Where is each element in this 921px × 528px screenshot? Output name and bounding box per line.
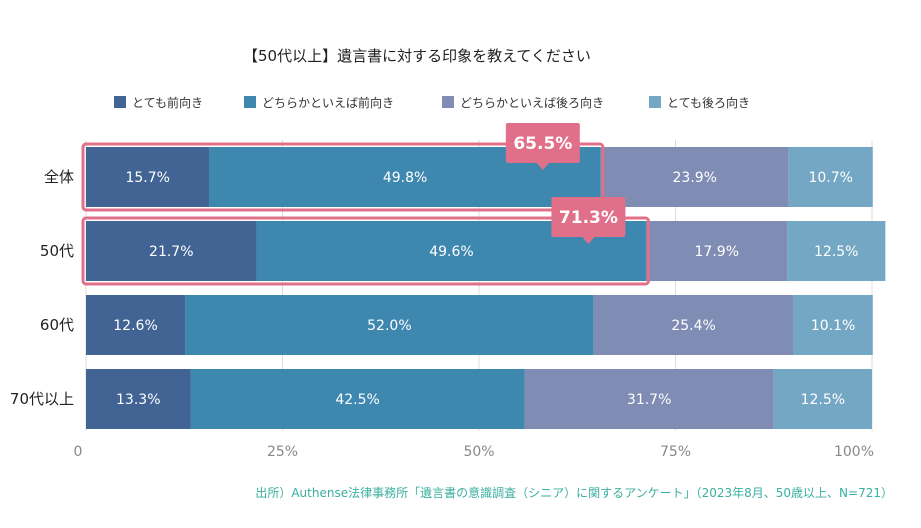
category-label: 60代 — [40, 316, 74, 334]
data-label: 12.5% — [801, 392, 845, 408]
callout-box — [505, 123, 580, 163]
category-label: 70代以上 — [10, 390, 74, 408]
legend-swatch — [649, 96, 661, 108]
data-label: 15.7% — [125, 170, 169, 186]
bar-segment — [86, 221, 257, 281]
data-label: 49.6% — [429, 244, 473, 260]
callout-box — [551, 197, 626, 237]
x-tick-label: 25% — [267, 444, 298, 460]
callout-pointer — [582, 237, 595, 244]
source-note: 出所）Authense法律事務所「遺言書の意識調査（シニア）に関するアンケート」… — [255, 486, 893, 500]
legend-swatch — [442, 96, 454, 108]
category-label: 全体 — [44, 168, 74, 186]
bar-segment — [86, 369, 191, 429]
x-tick-label: 50% — [463, 444, 494, 460]
legend-label: とても後ろ向き — [667, 95, 750, 110]
x-tick-label: 0 — [74, 444, 83, 460]
data-label: 10.1% — [811, 318, 855, 334]
data-label: 12.5% — [814, 244, 858, 260]
x-tick-label: 75% — [660, 444, 691, 460]
data-label: 52.0% — [367, 318, 411, 334]
bar-segment — [185, 295, 594, 355]
data-label: 23.9% — [673, 170, 717, 186]
legend-label: どちらかといえば後ろ向き — [460, 95, 604, 110]
data-label: 13.3% — [116, 392, 160, 408]
bar-segment — [600, 147, 789, 207]
legend-label: とても前向き — [132, 95, 203, 110]
data-label: 49.8% — [383, 170, 427, 186]
highlight-outline — [81, 142, 605, 212]
chart-title: 【50代以上】遺言書に対する印象を教えてください — [243, 47, 591, 65]
data-label: 31.7% — [627, 392, 671, 408]
bar-segment — [793, 295, 873, 355]
legend-swatch — [244, 96, 256, 108]
highlight-outline — [81, 216, 650, 286]
bars: 15.7% 49.8% 23.9% 10.7% 21.7% 49.6% 17.9% 12.5%… — [86, 147, 886, 429]
callout-label: 71.3% — [559, 208, 618, 228]
category-label: 50代 — [40, 242, 74, 260]
bar-segment — [86, 295, 186, 355]
bar-segment — [190, 369, 525, 429]
data-label: 17.9% — [695, 244, 739, 260]
bar-segment — [524, 369, 774, 429]
data-label: 12.6% — [113, 318, 157, 334]
bar-segment — [787, 221, 886, 281]
data-label: 21.7% — [149, 244, 193, 260]
category-labels: 全体 50代 60代 70代以上 — [10, 168, 74, 408]
bar-segment — [646, 221, 788, 281]
legend-label: どちらかといえば前向き — [262, 95, 394, 110]
highlights: 65.5% 71.3% — [81, 123, 650, 286]
data-label: 25.4% — [671, 318, 715, 334]
data-label: 10.7% — [808, 170, 852, 186]
x-axis-ticks: 0 25% 50% 75% 100% — [74, 444, 874, 460]
callout-label: 65.5% — [513, 134, 572, 154]
callout-pointer — [536, 163, 549, 170]
legend: とても前向き どちらかといえば前向き どちらかといえば後ろ向き とても後ろ向き — [114, 95, 750, 110]
legend-swatch — [114, 96, 126, 108]
bar-segment — [773, 369, 872, 429]
data-label: 42.5% — [335, 392, 379, 408]
bar-segment — [788, 147, 873, 207]
x-tick-label: 100% — [834, 444, 874, 460]
bar-segment — [86, 147, 210, 207]
bar-segment — [593, 295, 794, 355]
